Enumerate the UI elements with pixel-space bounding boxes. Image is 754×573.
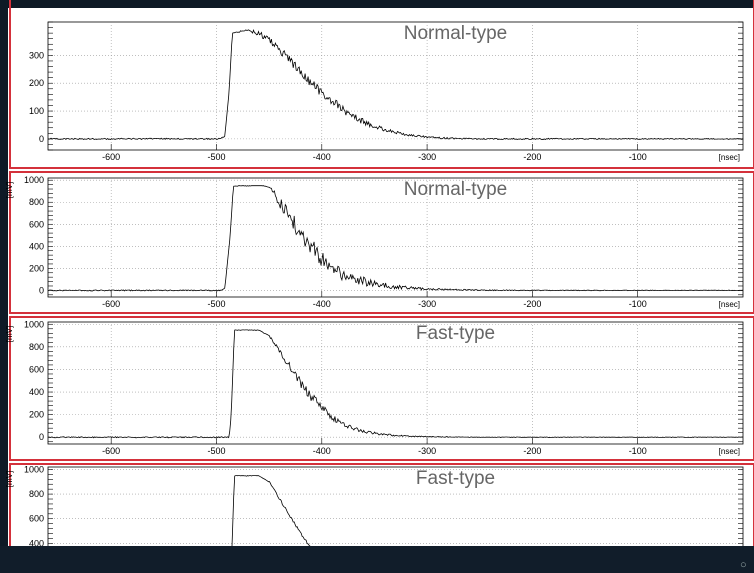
plot-panel-2: 0 200 400 600 800 1000 -600 -500 -400 -300 -200 -10… [5, 171, 754, 314]
x-tick-label: -600 [102, 299, 120, 309]
x-tick-label: -500 [207, 152, 225, 162]
corner-icon: ○ [740, 559, 747, 571]
waveform-trace [47, 329, 743, 439]
y-tick-label: 200 [29, 410, 44, 420]
panel-title: Fast-type [416, 468, 495, 489]
x-axis-label: [nsec] [719, 300, 740, 309]
plot-area [47, 21, 744, 151]
x-tick-label: -100 [629, 299, 647, 309]
plot-panel-4: 400 600 800 1000 [mV] Fast-type [5, 463, 754, 573]
x-tick-label: -100 [629, 446, 647, 456]
x-tick-label: -400 [313, 152, 331, 162]
panel-title: Normal-type [404, 179, 507, 200]
y-tick-label: 800 [29, 197, 44, 207]
y-tick-label: 200 [29, 263, 44, 273]
y-axis-label: [mV] [5, 182, 14, 198]
plot-area [47, 177, 744, 298]
x-tick-label: -600 [102, 446, 120, 456]
x-tick-label: -500 [207, 446, 225, 456]
x-tick-label: -500 [207, 299, 225, 309]
plot-panel-3: 0 200 400 600 800 1000 -600 -500 -400 -300 -200 -10… [5, 316, 754, 461]
plot-panel-1: 0 100 200 300 -600 -500 -400 -300 -200 -100 [nsec]… [9, 0, 754, 169]
y-tick-label: 0 [39, 285, 44, 295]
x-axis-label: [nsec] [719, 447, 740, 456]
x-tick-label: -300 [418, 299, 436, 309]
y-tick-label: 400 [29, 241, 44, 251]
x-tick-label: -400 [313, 299, 331, 309]
y-tick-label: 800 [29, 342, 44, 352]
panel-frame [9, 316, 754, 461]
y-tick-label: 1000 [24, 319, 44, 329]
panel-frame [9, 463, 754, 573]
x-tick-label: -300 [418, 446, 436, 456]
x-tick-label: -100 [629, 152, 647, 162]
panel-title: Normal-type [404, 23, 507, 44]
x-tick-label: -400 [313, 446, 331, 456]
x-tick-label: -200 [523, 299, 541, 309]
y-axis-label: [mV] [5, 326, 14, 342]
y-tick-label: 0 [39, 134, 44, 144]
y-tick-label: 0 [39, 432, 44, 442]
y-tick-label: 1000 [24, 464, 44, 474]
y-tick-label: 200 [29, 78, 44, 88]
y-tick-label: 800 [29, 489, 44, 499]
x-tick-label: -200 [523, 446, 541, 456]
waveform-trace [48, 29, 744, 141]
x-tick-label: -200 [523, 152, 541, 162]
y-tick-label: 400 [29, 387, 44, 397]
y-tick-label: 400 [29, 538, 44, 548]
x-tick-label: -300 [418, 152, 436, 162]
plot-sheet [8, 8, 754, 546]
y-axis-label: [mV] [5, 471, 14, 487]
panel-frame [9, 0, 754, 169]
x-axis-label: [nsec] [719, 153, 740, 162]
waveform-trace [48, 185, 744, 292]
y-tick-label: 300 [29, 50, 44, 60]
y-tick-label: 600 [29, 364, 44, 374]
plot-area [47, 321, 744, 445]
y-tick-label: 100 [29, 106, 44, 116]
panel-title: Fast-type [416, 323, 495, 344]
x-tick-label: -600 [102, 152, 120, 162]
y-tick-label: 600 [29, 219, 44, 229]
y-tick-label: 600 [29, 514, 44, 524]
bottom-dark-bar [0, 546, 754, 573]
panel-frame [9, 171, 754, 314]
y-tick-label: 1000 [24, 175, 44, 185]
